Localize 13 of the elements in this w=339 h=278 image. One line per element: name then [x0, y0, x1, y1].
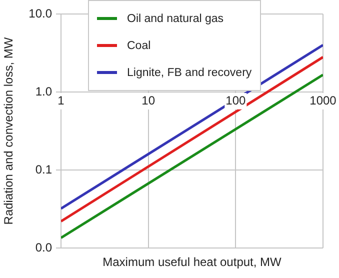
x-tick-label: 10 — [142, 94, 156, 108]
x-tick-label: 1 — [58, 94, 65, 108]
x-tick-label: 1000 — [310, 94, 337, 108]
legend-label: Coal — [127, 40, 151, 52]
x-tick-label: 100 — [226, 94, 246, 108]
legend-label: Oil and natural gas — [127, 12, 224, 24]
y-tick-label: 0.0 — [35, 240, 52, 254]
x-axis-title: Maximum useful heat output, MW — [102, 255, 282, 269]
legend-label: Lignite, FB and recovery — [127, 66, 252, 78]
y-tick-label: 0.1 — [35, 162, 52, 176]
y-tick-label: 1.0 — [35, 84, 52, 98]
y-tick-label: 10.0 — [28, 6, 52, 20]
y-axis-title: Radiation and convection loss, MW — [2, 36, 16, 225]
